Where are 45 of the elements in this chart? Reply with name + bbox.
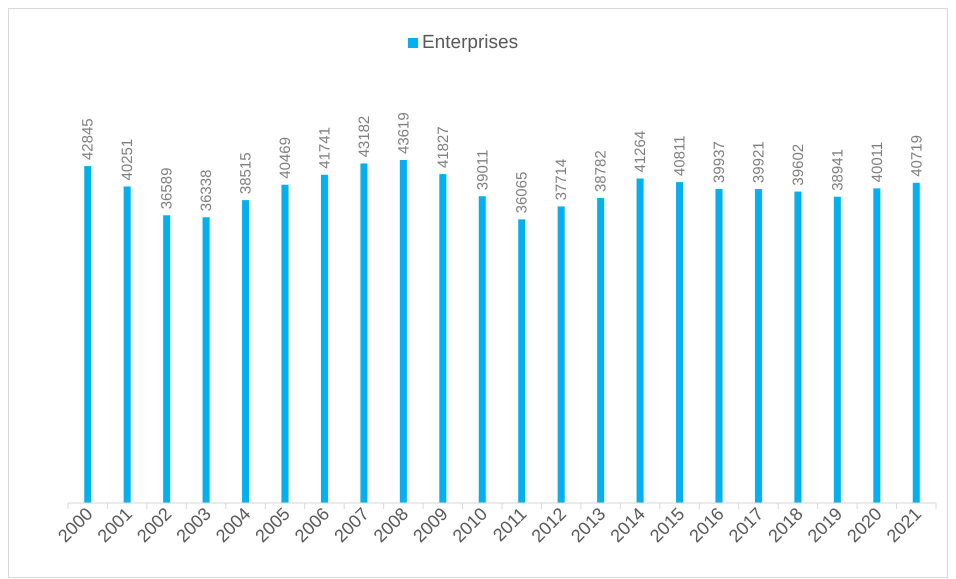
bar [834,196,841,503]
bar [794,192,802,503]
bar [360,163,368,503]
data-label: 36065 [514,172,531,214]
data-label: 40811 [672,135,689,176]
data-label: 38782 [592,150,610,192]
bar [716,188,722,503]
data-label: 43619 [395,112,412,154]
bar [597,198,604,503]
bar [676,182,684,503]
data-label: 43182 [356,116,373,158]
data-label: 38515 [238,152,255,194]
bar [478,196,486,503]
bar [163,215,170,503]
legend-label: Enterprises [422,32,518,53]
bar [912,182,920,503]
data-label: 40719 [908,135,926,177]
data-label: 40469 [277,137,294,179]
bar [558,206,565,503]
data-label: 39921 [750,141,768,184]
data-label: 42845 [80,118,97,160]
data-label: 41741 [316,127,334,169]
data-label: 39937 [711,141,728,183]
bar [282,184,288,503]
bar [636,178,644,503]
bar [320,174,328,503]
bar [754,189,762,503]
data-label: 39602 [790,144,807,186]
bar [439,174,446,503]
bar [124,186,131,503]
bar [400,160,407,503]
data-label: 40011 [868,142,886,182]
data-label: 39011 [474,150,492,190]
data-label: 36338 [198,170,216,212]
data-label: 37714 [553,158,570,200]
bar [242,200,250,503]
data-label: 40251 [119,138,136,180]
data-label: 41827 [434,126,452,168]
data-label: 41264 [632,130,650,173]
bar [84,166,92,503]
bar [518,219,526,503]
bar [873,188,880,503]
data-label: 38941 [829,149,846,191]
bar [202,217,210,503]
data-label: 36589 [158,168,176,210]
